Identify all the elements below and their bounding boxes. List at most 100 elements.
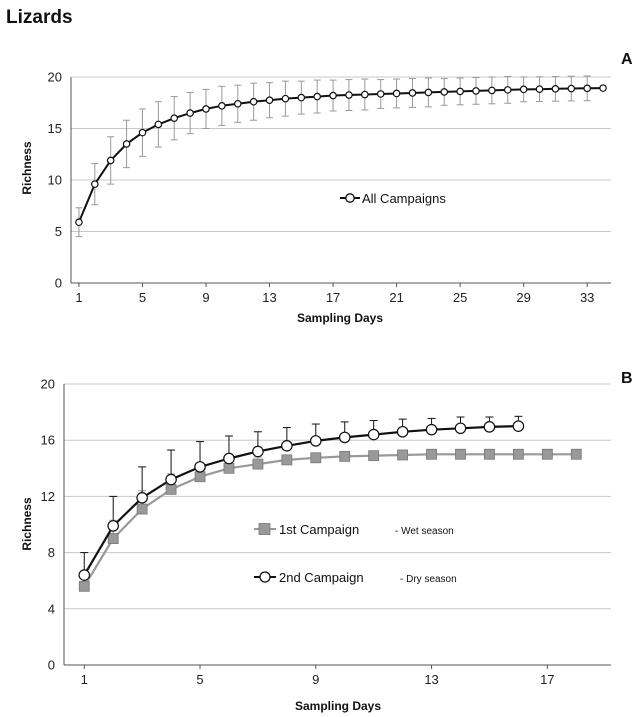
panel-b-series-1-point	[165, 483, 177, 495]
panel-a-series-1-point	[599, 84, 607, 92]
panel-b-x-tick-label: 9	[312, 672, 319, 687]
legend-first-campaign: 1st Campaign	[279, 522, 359, 537]
panel-b-series-2-point	[396, 425, 409, 438]
panel-b-y-tick-label: 20	[41, 377, 55, 392]
panel-b-series-1-point	[368, 450, 380, 462]
panel-a-y-tick-label: 15	[48, 121, 62, 136]
panel-a-series-1-point	[440, 88, 449, 96]
panel-a-series-1-point	[329, 91, 337, 100]
panel-b-series-2-point	[309, 435, 322, 447]
panel-b-series-1-point	[107, 533, 119, 544]
panel-b-series-2-point	[165, 473, 177, 486]
panel-b-series-2-line	[83, 425, 519, 576]
panel-a-y-tick-label: 0	[55, 276, 62, 291]
panel-b-y-tick-label: 0	[48, 658, 55, 673]
panel-a-x-axis-title: Sampling Days	[297, 311, 383, 325]
panel-a-series-1-point	[361, 90, 369, 99]
panel-b-series-1-point	[223, 462, 235, 474]
panel-b-series-1-line	[83, 453, 577, 587]
panel-a-x-tick-label: 9	[202, 290, 209, 305]
panel-a-series-1-point	[472, 87, 480, 95]
legend-all-campaigns: All Campaigns	[362, 191, 446, 206]
panel-b-series-1-point	[281, 454, 293, 466]
panel-b-series-1-point	[455, 448, 466, 460]
panel-b-x-tick-label: 5	[196, 672, 203, 687]
panel-b-series-2-point	[252, 445, 264, 458]
panel-b-x-tick-label: 1	[81, 672, 88, 687]
panel-b-y-axis-title: Richness	[20, 497, 34, 551]
panel-a-series-1-point	[202, 105, 210, 113]
panel-a-y-tick-label: 5	[55, 224, 62, 239]
panel-a-series-1-point	[91, 180, 99, 188]
panel-a-series-1-point	[106, 156, 115, 165]
panel-b-series-2-point	[512, 420, 525, 432]
panel-a-series-1-point	[519, 85, 528, 94]
panel-a-x-tick-label: 17	[326, 290, 340, 305]
panel-b-series-2-point	[78, 569, 91, 581]
panel-b-chart: 0 4 8 12 16 20 1 5 9 13 17	[41, 377, 611, 687]
panel-b-series-2	[78, 415, 525, 581]
panel-a-legend: All Campaigns	[340, 191, 446, 206]
panel-b-series-2-point	[367, 428, 380, 441]
panel-a-x-tick-label: 29	[516, 290, 530, 305]
panel-a-x-tick-label: 13	[262, 290, 276, 305]
panel-a-series-1-point	[583, 84, 591, 93]
panel-b-series-2-point	[483, 421, 496, 433]
panel-a-series-1-point	[376, 90, 385, 98]
panel-b-series-1-point	[541, 448, 553, 460]
legend-second-marker	[259, 571, 271, 583]
panel-a-y-tick-label: 20	[48, 70, 62, 85]
panel-b-x-axis-title: Sampling Days	[295, 699, 381, 713]
legend-second-season: - Dry season	[400, 574, 457, 585]
panel-b-y-tick-label: 12	[41, 489, 55, 504]
panel-b-series-1-point	[570, 448, 582, 460]
panel-b-series-1-point	[310, 452, 322, 464]
panel-a-series-1-point	[138, 128, 147, 137]
panel-b-x-tick-label: 17	[540, 672, 554, 687]
panel-a-y-axis-title: Richness	[20, 141, 34, 195]
panel-a-x-tick-label: 25	[453, 290, 467, 305]
panel-b-series-2-point	[136, 492, 148, 504]
panel-b-legend: 1st Campaign - Wet season 2nd Campaign -…	[254, 522, 457, 585]
panel-b-series-2-point	[281, 440, 293, 452]
panel-b-series-1-point	[194, 471, 206, 483]
panel-a-series-1-point	[186, 109, 194, 117]
panel-a-series-1-point	[75, 218, 83, 227]
panel-a-series-1-point	[233, 99, 242, 108]
panel-b-series-1-point	[426, 448, 437, 460]
panel-a-x-tick-label: 33	[580, 290, 594, 305]
panel-a-series-1-point	[313, 92, 321, 101]
panel-a-series-1-point	[218, 102, 226, 110]
panel-a-series-1-point	[408, 89, 417, 97]
panel-a-series-1-point	[170, 114, 179, 123]
panel-b-series-2-point	[338, 431, 351, 444]
panel-a-series-1-point	[281, 94, 290, 103]
panel-letter-b: B	[621, 370, 633, 387]
panel-b-series-2-point	[454, 422, 467, 435]
panel-a-series-1-point	[424, 88, 433, 97]
panel-a-series-1-point	[345, 91, 353, 99]
panel-b-y-tick-label: 16	[41, 433, 55, 448]
panel-a-series-1-point	[392, 89, 401, 98]
panel-b-series-1-point	[512, 448, 524, 460]
panel-a-series-1-point	[265, 96, 274, 104]
panel-b-series-1-point	[78, 580, 90, 592]
panel-a-series-1-point	[488, 86, 496, 95]
panel-a-series-1-point	[154, 120, 163, 129]
panel-a-y-tick-label: 10	[48, 173, 62, 188]
panel-a-series-1	[75, 75, 607, 238]
panel-a-x-tick-label: 5	[139, 290, 146, 305]
panel-a-series-1-point	[567, 84, 576, 93]
panel-b-series-2-point	[194, 461, 206, 473]
panel-a-series-1-point	[297, 93, 306, 102]
panel-b-series-2-point	[425, 423, 438, 436]
panel-a-series-1-point	[456, 87, 464, 96]
legend-all-marker	[345, 193, 355, 203]
panel-b-series-1-point	[136, 503, 148, 515]
panel-b-series-1-point	[339, 450, 351, 462]
panel-b-x-tick-label: 13	[424, 672, 438, 687]
legend-first-season: - Wet season	[395, 526, 454, 537]
panel-b-series-1-point	[252, 458, 264, 470]
panel-b-y-tick-label: 8	[48, 545, 55, 560]
